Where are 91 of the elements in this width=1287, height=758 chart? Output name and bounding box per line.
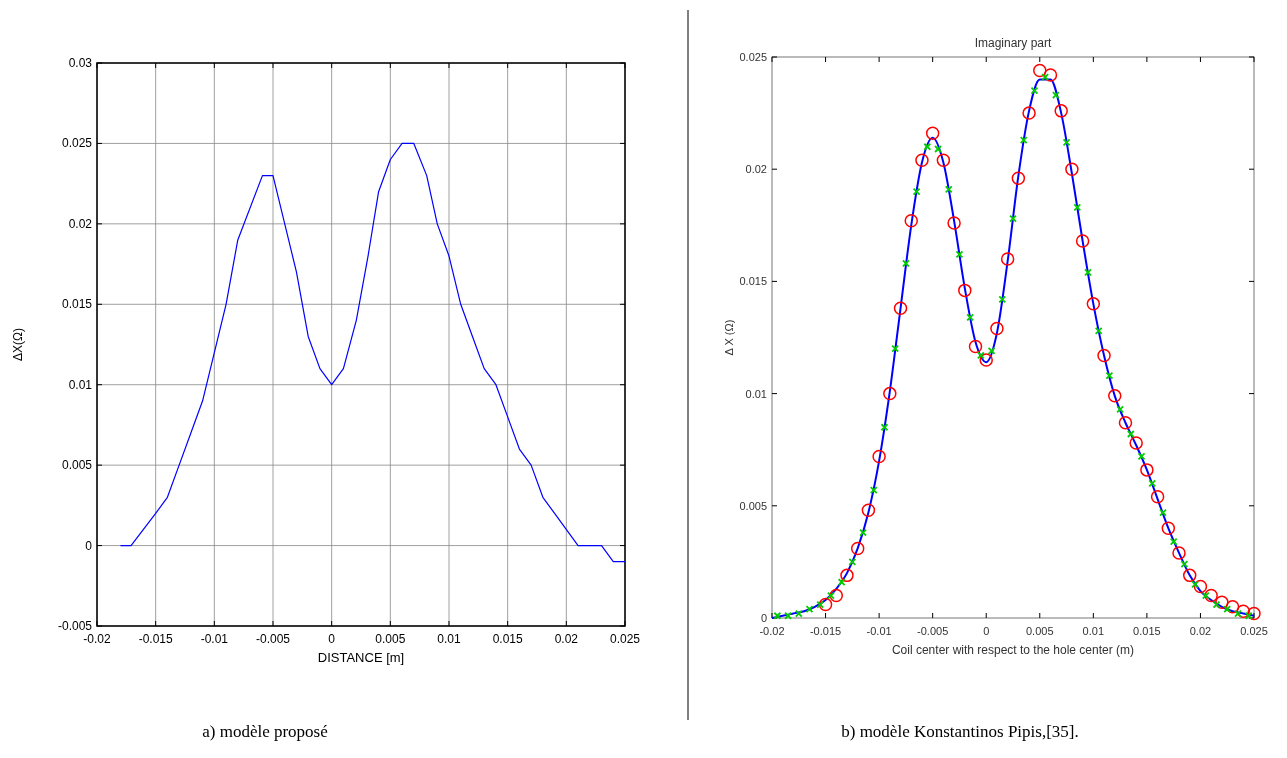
- y-tick-label: 0.01: [745, 387, 767, 400]
- point: [861, 503, 876, 518]
- point: [904, 214, 918, 228]
- y-tick-label: 0.02: [68, 216, 93, 231]
- x-tick-label: 0.015: [1133, 625, 1161, 637]
- point: [1097, 348, 1111, 363]
- point: [947, 216, 961, 230]
- point: [1204, 588, 1218, 603]
- chart-title: Imaginary part: [974, 36, 1053, 50]
- x-tick-label: 0.02: [554, 632, 579, 646]
- point: [872, 449, 886, 464]
- y-tick-label: 0.005: [61, 458, 93, 473]
- x-tick-label: -0.01: [866, 625, 892, 637]
- point: [1172, 546, 1186, 560]
- point: [893, 301, 908, 316]
- point: [1011, 171, 1026, 185]
- point: [934, 145, 942, 153]
- point: [1126, 430, 1135, 438]
- point: [1215, 595, 1229, 610]
- x-tick-label: 0.01: [437, 632, 461, 646]
- x-tick-label: -0.015: [138, 632, 173, 646]
- y-axis-title: ΔX(Ω): [11, 328, 25, 361]
- x-tick-label: -0.015: [809, 625, 842, 637]
- y-tick-label: 0.025: [61, 136, 93, 151]
- text: a) modèle proposé: [202, 722, 328, 741]
- x-axis-title: Coil center with respect to the hole center (m): [891, 643, 1135, 657]
- point: [1212, 600, 1221, 609]
- x-tick-label: 0.025: [1240, 625, 1268, 637]
- point: [850, 541, 865, 556]
- y-tick-label: 0.005: [739, 499, 767, 512]
- y-axis-title: Δ X (Ω): [723, 319, 735, 356]
- x-tick-label: 0.025: [609, 632, 641, 646]
- y-tick-label: 0: [760, 612, 767, 624]
- point: [1150, 490, 1165, 504]
- point: [1033, 63, 1047, 78]
- point: [1000, 252, 1015, 266]
- x-tick-label: -0.005: [917, 625, 949, 637]
- x-tick-label: 0.01: [1082, 625, 1105, 637]
- y-tick-label: 0.03: [68, 56, 93, 70]
- point: [840, 568, 854, 583]
- point: [1129, 436, 1143, 450]
- point: [1105, 371, 1114, 380]
- point: [936, 153, 951, 167]
- point: [1054, 104, 1068, 118]
- point: [1225, 600, 1240, 614]
- point: [1140, 463, 1154, 477]
- point: [1137, 452, 1146, 461]
- point: [912, 187, 921, 196]
- point: [1118, 416, 1133, 430]
- x-tick-label: -0.005: [255, 632, 291, 646]
- point: [915, 153, 929, 167]
- y-tick-label: 0: [85, 538, 93, 553]
- line-series: [119, 142, 626, 563]
- y-tick-label: 0.025: [739, 51, 767, 63]
- y-tick-label: 0.015: [61, 297, 93, 312]
- point: [1247, 606, 1261, 621]
- x-tick-label: 0: [328, 632, 336, 646]
- y-tick-label: 0.015: [739, 275, 767, 288]
- point: [1030, 86, 1039, 95]
- x-tick-label: -0.02: [759, 625, 785, 637]
- point: [1161, 521, 1176, 535]
- x-tick-label: -0.01: [200, 632, 229, 646]
- point: [979, 353, 993, 367]
- x-tick-label: 0: [983, 625, 990, 637]
- x-tick-label: 0.005: [375, 632, 406, 646]
- x-tick-label: 0.015: [492, 632, 524, 646]
- x-axis-title: DISTANCE [m]: [317, 650, 405, 665]
- point: [1236, 604, 1251, 619]
- point: [1075, 234, 1090, 248]
- x-tick-label: 0.02: [1189, 625, 1212, 637]
- y-tick-label: 0.02: [745, 163, 767, 176]
- point: [1108, 389, 1122, 403]
- point: [883, 386, 897, 401]
- point: [1065, 162, 1079, 176]
- point: [990, 321, 1004, 336]
- point: [1043, 68, 1058, 82]
- point: [955, 250, 964, 259]
- point: [818, 597, 833, 612]
- point: [1182, 568, 1197, 583]
- point: [829, 588, 844, 603]
- point: [958, 283, 972, 298]
- point: [1193, 579, 1208, 594]
- text: b) modèle Konstantinos Pipis,[35].: [841, 722, 1079, 741]
- point: [1086, 297, 1101, 311]
- y-tick-label: 0.01: [68, 377, 93, 392]
- point: [1223, 605, 1232, 613]
- x-tick-label: -0.02: [83, 632, 111, 646]
- x-tick-label: 0.005: [1026, 625, 1054, 637]
- point: [968, 339, 983, 354]
- point: [925, 126, 940, 141]
- point: [1022, 106, 1036, 120]
